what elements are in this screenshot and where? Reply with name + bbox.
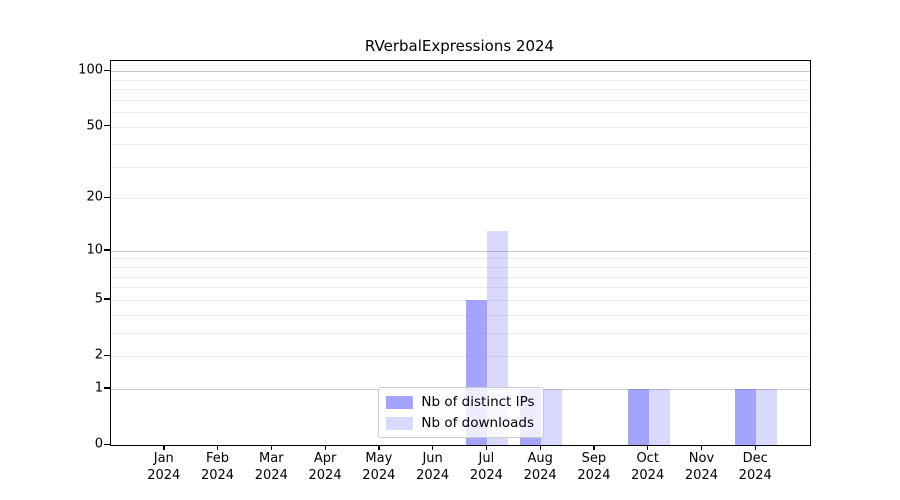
x-tick-month: Feb (206, 451, 230, 466)
y-tick-label-5: 5 (94, 291, 103, 307)
x-tick-year: 2024 (631, 468, 665, 483)
x-tick-year: 2024 (416, 468, 450, 483)
x-tick-label-oct: Oct 2024 (618, 450, 678, 484)
x-tick-mark-jul (485, 445, 488, 450)
x-tick-mark-jun (432, 445, 434, 450)
x-tick-label-feb: Feb 2024 (188, 450, 248, 484)
x-tick-month: Dec (742, 451, 768, 466)
x-tick-mark-sep (593, 445, 595, 450)
x-tick-year: 2024 (738, 468, 772, 483)
x-tick-year: 2024 (308, 468, 342, 483)
x-tick-label-mar: Mar 2024 (241, 450, 301, 484)
bar-oct-s1 (648, 388, 670, 445)
x-tick-label-jan: Jan 2024 (134, 450, 194, 484)
x-tick-label-aug: Aug 2024 (510, 450, 570, 484)
legend-item-distinct-ips: Nb of distinct IPs (385, 394, 535, 410)
y-tick-mark-2 (104, 354, 110, 356)
x-tick-mark-apr (324, 445, 326, 450)
x-tick-month: May (365, 451, 393, 466)
x-tick-mark-feb (217, 445, 219, 450)
plot-area: Nb of distinct IPs Nb of downloads (110, 60, 811, 446)
y-tick-label-100: 100 (78, 62, 103, 78)
chart-title: RVerbalExpressions 2024 (364, 37, 555, 55)
x-tick-mark-nov (700, 445, 703, 450)
gridline-minor-3 (111, 332, 810, 334)
x-tick-mark-may (378, 445, 380, 450)
gridline-minor-9 (111, 258, 810, 260)
x-tick-year: 2024 (147, 468, 181, 483)
y-tick-mark-50 (104, 125, 110, 127)
x-tick-label-dec: Dec 2024 (725, 450, 785, 484)
x-tick-label-apr: Apr 2024 (295, 450, 355, 484)
y-tick-label-1: 1 (94, 380, 103, 396)
x-tick-mark-oct (647, 445, 649, 450)
x-tick-month: Apr (313, 451, 337, 466)
x-tick-year: 2024 (362, 468, 396, 483)
x-tick-year: 2024 (684, 468, 718, 483)
legend-swatch-downloads (385, 416, 413, 430)
y-tick-label-10: 10 (86, 242, 103, 258)
gridline-minor-7 (111, 276, 810, 278)
x-tick-year: 2024 (200, 468, 235, 483)
gridline-minor-6 (111, 287, 810, 289)
legend-swatch-distinct-ips (385, 395, 413, 409)
x-tick-label-jun: Jun 2024 (403, 450, 463, 484)
x-tick-label-may: May 2024 (349, 450, 409, 484)
y-tick-label-50: 50 (86, 118, 103, 133)
x-tick-mark-dec (754, 445, 757, 450)
gridline-minor-2 (111, 356, 810, 357)
y-tick-mark-1 (104, 387, 110, 389)
x-tick-month: Jul (478, 451, 495, 466)
legend-item-downloads: Nb of downloads (385, 415, 534, 431)
x-tick-year: 2024 (523, 468, 557, 483)
x-tick-month: Jan (153, 451, 174, 466)
gridline-minor-40 (111, 144, 810, 146)
gridline-minor-5 (111, 299, 810, 301)
bar-dec-s1 (756, 388, 778, 445)
gridline-major-10 (111, 250, 810, 252)
x-tick-mark-mar (270, 445, 273, 450)
x-tick-month: Sep (581, 451, 607, 466)
gridline-minor-50 (111, 126, 810, 128)
gridline-minor-8 (111, 267, 810, 269)
x-tick-month: Nov (688, 451, 715, 466)
x-tick-year: 2024 (577, 468, 611, 483)
gridline-minor-30 (111, 166, 810, 168)
y-tick-mark-100 (104, 69, 110, 71)
x-tick-mark-jan (163, 445, 165, 450)
x-tick-month: Jun (422, 451, 443, 466)
gridline-major-100 (111, 71, 810, 73)
gridline-minor-90 (111, 79, 810, 81)
x-tick-year: 2024 (469, 468, 503, 483)
y-tick-mark-5 (104, 298, 110, 300)
y-tick-mark-0 (104, 443, 110, 445)
y-tick-label-0: 0 (94, 436, 103, 452)
gridline-minor-4 (111, 314, 810, 316)
x-tick-month: Oct (636, 451, 659, 466)
gridline-minor-70 (111, 99, 810, 101)
x-tick-label-sep: Sep 2024 (564, 450, 624, 484)
y-tick-label-20: 20 (86, 189, 103, 205)
y-tick-mark-10 (104, 249, 110, 251)
bar-dec-s0 (735, 388, 757, 445)
bar-oct-s0 (627, 388, 649, 445)
y-tick-mark-20 (104, 196, 110, 199)
gridline-minor-20 (111, 198, 810, 200)
bar-aug-s1 (541, 388, 563, 445)
y-tick-label-2: 2 (94, 347, 103, 363)
legend: Nb of distinct IPs Nb of downloads (377, 387, 544, 438)
x-tick-month: Aug (527, 451, 553, 466)
x-tick-label-jul: Jul 2024 (456, 450, 516, 484)
x-tick-mark-aug (539, 445, 541, 450)
gridline-minor-80 (111, 89, 810, 91)
legend-label-downloads: Nb of downloads (421, 415, 534, 431)
x-tick-label-nov: Nov 2024 (671, 450, 731, 484)
x-tick-month: Mar (259, 451, 284, 466)
legend-label-distinct-ips: Nb of distinct IPs (421, 394, 535, 410)
gridline-minor-60 (111, 112, 810, 113)
x-tick-year: 2024 (254, 468, 288, 483)
